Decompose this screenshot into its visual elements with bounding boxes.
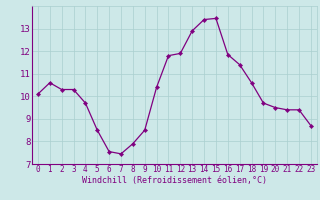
X-axis label: Windchill (Refroidissement éolien,°C): Windchill (Refroidissement éolien,°C) <box>82 176 267 185</box>
